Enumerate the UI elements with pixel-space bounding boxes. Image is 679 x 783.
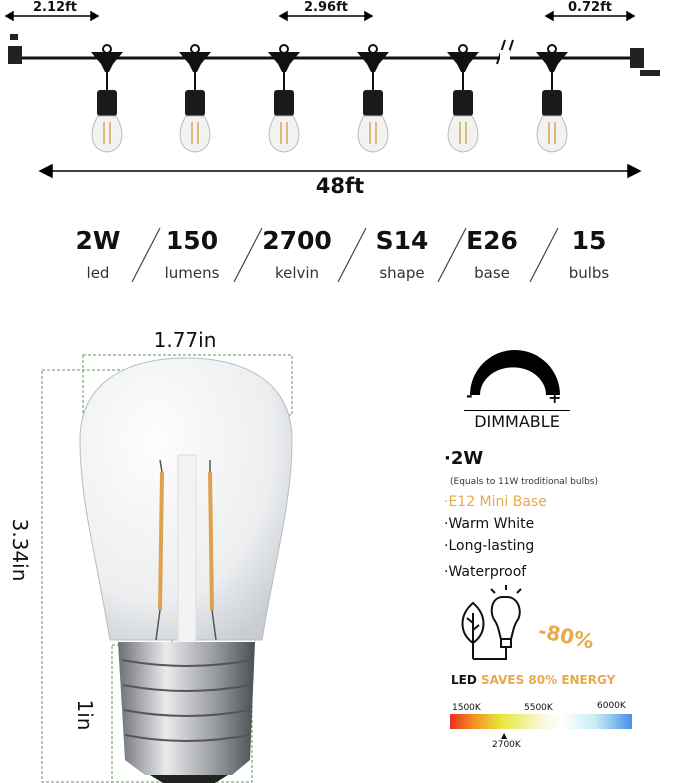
spec-label: kelvin (274, 264, 320, 282)
spec-value: 2700 (262, 226, 332, 255)
first-spacing-label: 2.12ft (33, 0, 77, 15)
dimmable-label: DIMMABLE (464, 410, 570, 431)
dimmable-plus: + (548, 388, 562, 407)
bulb-height-label: 3.34in (8, 518, 32, 582)
energy-saves: SAVES 80% ENERGY (481, 673, 616, 687)
bulb-width-label: 1.77in (153, 328, 217, 352)
dimmable-icon (470, 350, 560, 395)
energy-percent: -80% (536, 618, 597, 654)
bulb-spacing-label: 2.96ft (304, 0, 348, 15)
total-length-label: 48ft (315, 174, 365, 198)
feature-waterproof: ·Waterproof (444, 564, 527, 580)
spec-label: base (474, 264, 510, 282)
spec-label: lumens (164, 264, 220, 282)
feature-power: ·2W (444, 448, 484, 469)
eco-bulb-icon (461, 585, 522, 660)
scale-marker-arrow: ▲ (501, 731, 508, 740)
string-bulb (536, 44, 568, 153)
socket (630, 48, 644, 68)
string-bulb (268, 44, 300, 153)
spec-value: 15 (571, 226, 607, 255)
spec-label: led (86, 264, 110, 282)
energy-saving-text: LED SAVES 80% ENERGY (451, 673, 615, 687)
feature-base: ·E12 Mini Base (444, 494, 547, 510)
string-bulb (447, 44, 479, 153)
color-temperature-bar (450, 714, 632, 729)
scale-tick-6000k: 6000K (597, 701, 626, 711)
string-bulb (91, 44, 123, 153)
scale-tick-1500k: 1500K (452, 703, 481, 713)
feature-color: ·Warm White (444, 516, 535, 532)
spec-label: bulbs (568, 264, 610, 282)
spec-value: E26 (466, 226, 518, 255)
plug (8, 46, 22, 64)
energy-led: LED (451, 673, 477, 687)
scale-tick-5500k: 5500K (524, 703, 553, 713)
feature-power-note: (Equals to 11W troditional bulbs) (450, 477, 598, 487)
string-bulb (179, 44, 211, 153)
spec-value: 150 (165, 226, 219, 255)
base-height-label: 1in (73, 699, 97, 731)
dimmable-minus: - (466, 386, 473, 405)
string-bulb (357, 44, 389, 153)
bulb-illustration (41, 354, 293, 783)
feature-lifespan: ·Long-lasting (444, 538, 535, 554)
end-spacing-label: 0.72ft (568, 0, 612, 15)
spec-label: shape (379, 264, 425, 282)
spec-value: 2W (75, 226, 121, 255)
scale-marker-2700k: 2700K (492, 740, 521, 750)
string-lights-diagram (4, 10, 660, 179)
screw-base (118, 642, 255, 775)
spec-dividers (131, 227, 559, 283)
spec-value: S14 (375, 226, 429, 255)
